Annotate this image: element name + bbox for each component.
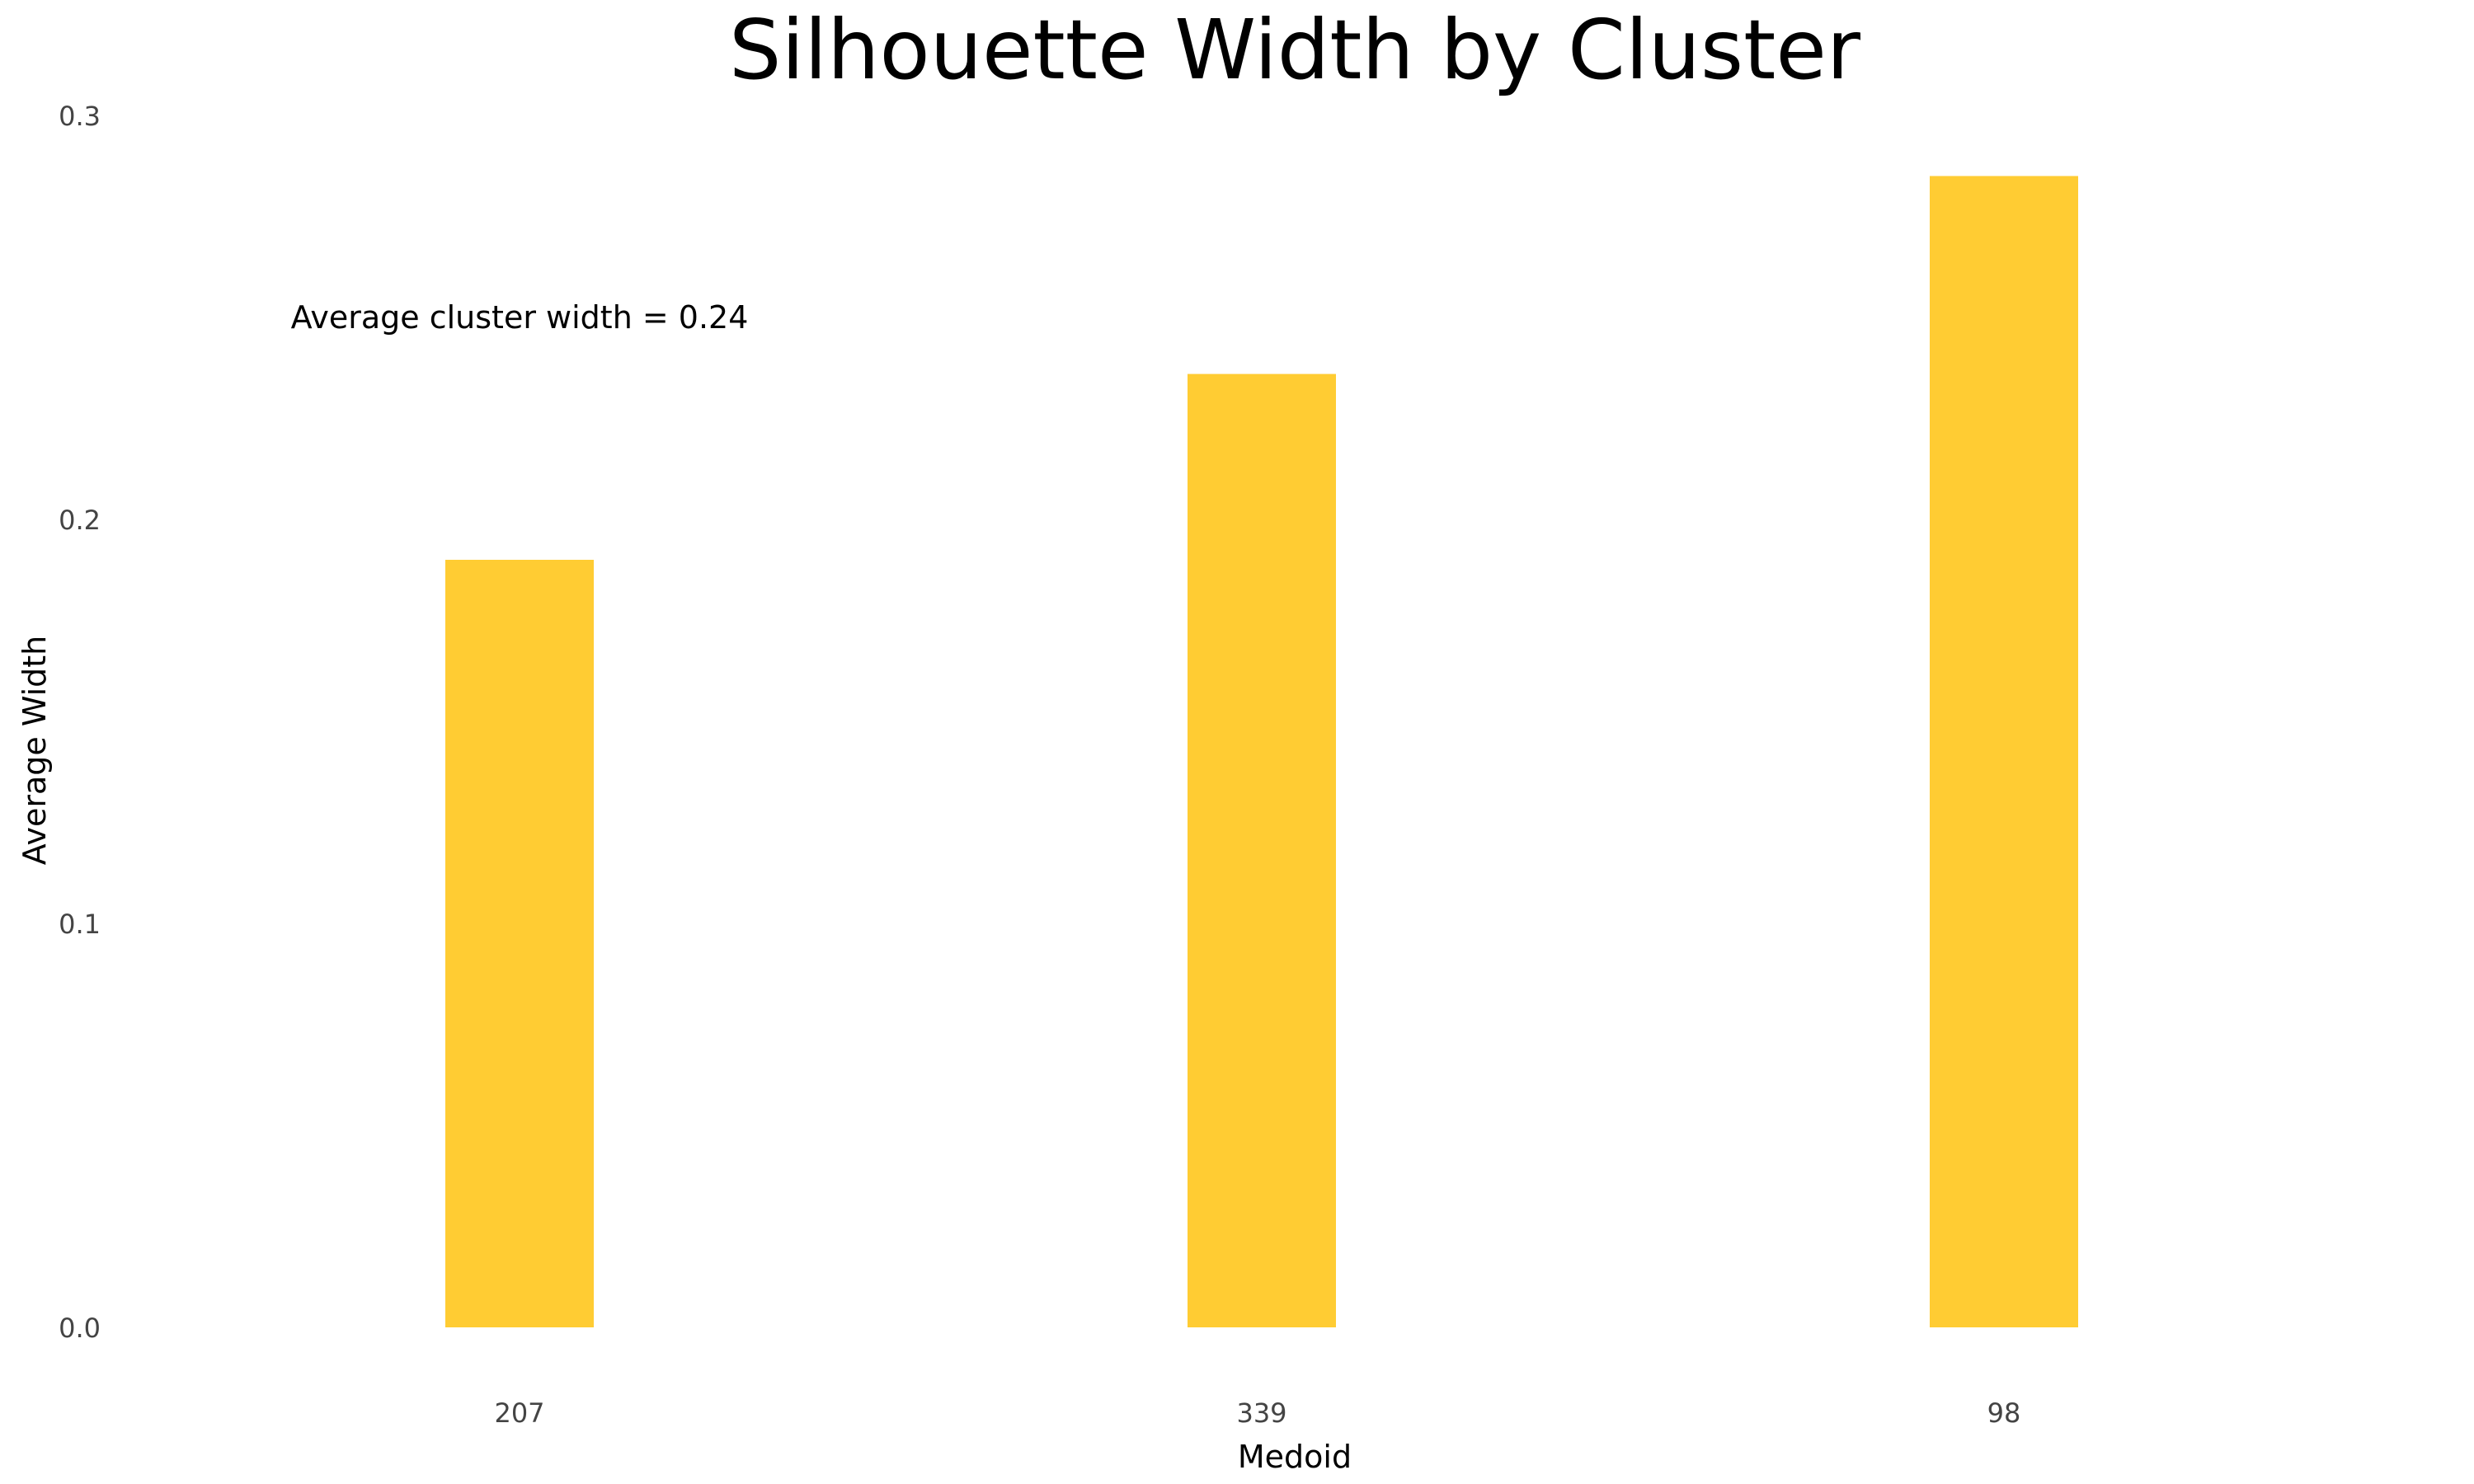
y-tick-label: 0.3	[59, 101, 101, 132]
chart-title: Silhouette Width by Cluster	[729, 2, 1861, 98]
x-axis-ticks: 207 339 98	[494, 1397, 2020, 1429]
y-axis-ticks: 0.0 0.1 0.2 0.3	[59, 101, 101, 1344]
average-width-annotation: Average cluster width = 0.24	[291, 299, 749, 336]
y-tick-label: 0.1	[59, 909, 101, 940]
bars	[445, 176, 2078, 1328]
x-tick-label: 207	[494, 1397, 544, 1429]
x-tick-label: 98	[1987, 1397, 2021, 1429]
bar-339	[1188, 373, 1336, 1328]
x-tick-label: 339	[1236, 1397, 1286, 1429]
y-tick-label: 0.0	[59, 1313, 101, 1344]
bar-207	[445, 560, 594, 1327]
y-axis-label: Average Width	[16, 636, 53, 866]
bar-98	[1930, 176, 2078, 1327]
x-axis-label: Medoid	[1238, 1439, 1352, 1475]
y-tick-label: 0.2	[59, 505, 101, 536]
